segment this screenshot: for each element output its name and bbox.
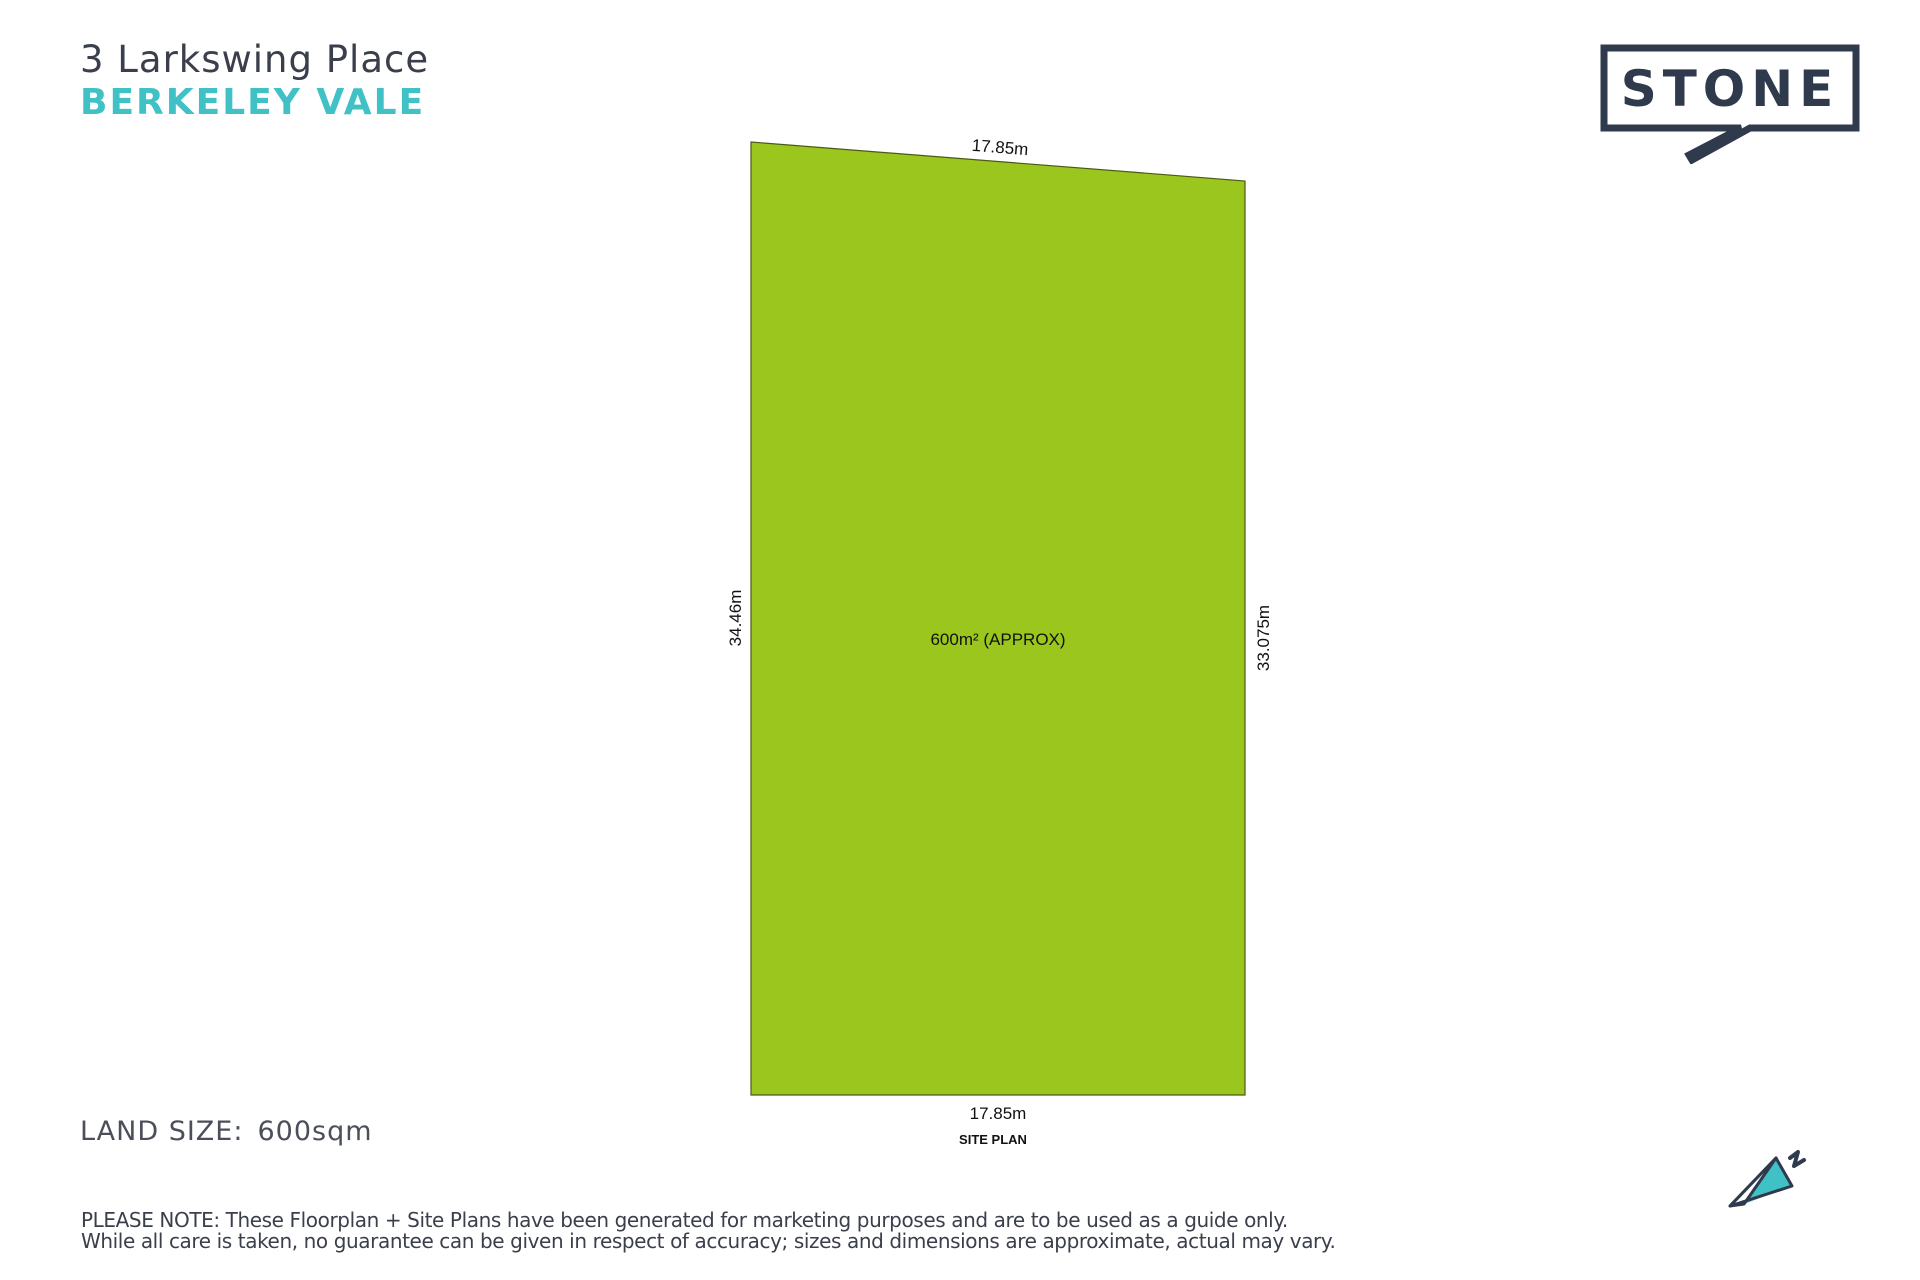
- area-label: 600m² (APPROX): [930, 630, 1065, 649]
- dimension-bottom: 17.85m: [970, 1104, 1027, 1123]
- property-address: 3 Larkswing Place: [80, 38, 430, 81]
- disclaimer: PLEASE NOTE: These Floorplan + Site Plan…: [81, 1208, 1336, 1253]
- land-lot: [750, 141, 1246, 1096]
- logo-text: STONE: [1621, 60, 1840, 118]
- land-size-label: LAND SIZE:: [80, 1116, 244, 1147]
- land-size-value: 600sqm: [257, 1116, 373, 1147]
- land-size: LAND SIZE: 600sqm: [80, 1116, 373, 1147]
- property-suburb: BERKELEY VALE: [80, 82, 426, 123]
- stone-logo: STONE: [1600, 44, 1860, 164]
- dimension-right: 33.075m: [1254, 605, 1273, 671]
- disclaimer-line-1: PLEASE NOTE: These Floorplan + Site Plan…: [81, 1208, 1288, 1232]
- north-arrow-icon: [1728, 1150, 1806, 1208]
- disclaimer-line-2: While all care is taken, no guarantee ca…: [81, 1229, 1336, 1253]
- dimension-top: 17.85m: [971, 136, 1029, 159]
- site-plan-caption: SITE PLAN: [959, 1132, 1027, 1147]
- dimension-left: 34.46m: [726, 590, 745, 647]
